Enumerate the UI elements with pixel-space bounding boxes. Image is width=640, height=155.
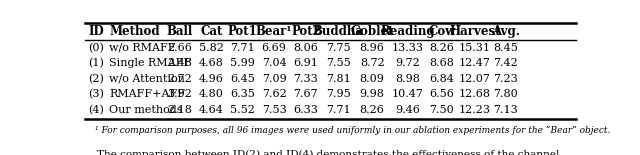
Text: (1): (1) [88,58,104,69]
Text: Reading: Reading [380,25,435,38]
Text: 6.35: 6.35 [230,89,255,99]
Text: 4.64: 4.64 [199,105,223,115]
Text: 2.66: 2.66 [168,43,193,53]
Text: 13.33: 13.33 [392,43,424,53]
Text: ¹ For comparison purposes, all 96 images were used uniformly in our ablation exp: ¹ For comparison purposes, all 96 images… [95,126,611,135]
Text: 7.55: 7.55 [326,58,351,68]
Text: 8.68: 8.68 [429,58,454,68]
Text: 3.92: 3.92 [168,89,193,99]
Text: 12.47: 12.47 [459,58,491,68]
Text: 6.45: 6.45 [230,74,255,84]
Text: (4): (4) [88,105,104,115]
Text: 2.18: 2.18 [168,105,193,115]
Text: 7.33: 7.33 [294,74,318,84]
Text: Ball: Ball [167,25,193,38]
Text: 6.33: 6.33 [294,105,318,115]
Text: 7.81: 7.81 [326,74,351,84]
Text: 8.98: 8.98 [395,74,420,84]
Text: 7.62: 7.62 [262,89,287,99]
Text: w/o RMAFF: w/o RMAFF [109,43,176,53]
Text: 7.80: 7.80 [493,89,518,99]
Text: 7.23: 7.23 [493,74,518,84]
Text: Pot1: Pot1 [228,25,257,38]
Text: ID: ID [88,25,104,38]
Text: Cat: Cat [200,25,222,38]
Text: (3): (3) [88,89,104,100]
Text: 15.31: 15.31 [459,43,491,53]
Text: 8.45: 8.45 [493,43,518,53]
Text: Bear¹: Bear¹ [256,25,292,38]
Text: Method: Method [109,25,160,38]
Text: Avg.: Avg. [492,25,520,38]
Text: 8.09: 8.09 [360,74,385,84]
Text: 2.48: 2.48 [168,58,193,68]
Text: 7.71: 7.71 [230,43,255,53]
Text: 2.72: 2.72 [168,74,192,84]
Text: 6.56: 6.56 [429,89,454,99]
Text: (2): (2) [88,74,104,84]
Text: 6.69: 6.69 [262,43,287,53]
Text: Single RMAFF: Single RMAFF [109,58,191,68]
Text: 7.13: 7.13 [493,105,518,115]
Text: Pot2: Pot2 [291,25,321,38]
Text: 7.75: 7.75 [326,43,351,53]
Text: The comparison between ID(2) and ID(4) demonstrates the effectiveness of the cha: The comparison between ID(2) and ID(4) d… [97,150,559,155]
Text: Our methods: Our methods [109,105,183,115]
Text: 7.71: 7.71 [326,105,351,115]
Text: 4.68: 4.68 [199,58,223,68]
Text: 5.52: 5.52 [230,105,255,115]
Text: 8.72: 8.72 [360,58,385,68]
Text: RMAFF+AFF: RMAFF+AFF [109,89,185,99]
Text: 6.84: 6.84 [429,74,454,84]
Text: Buddha: Buddha [313,25,364,38]
Text: Goblet: Goblet [350,25,394,38]
Text: 7.95: 7.95 [326,89,351,99]
Text: 4.96: 4.96 [199,74,223,84]
Text: 12.07: 12.07 [459,74,491,84]
Text: 4.80: 4.80 [199,89,223,99]
Text: 12.68: 12.68 [459,89,491,99]
Text: Cow: Cow [428,25,456,38]
Text: 5.99: 5.99 [230,58,255,68]
Text: 9.72: 9.72 [396,58,420,68]
Text: 8.06: 8.06 [294,43,318,53]
Text: 7.42: 7.42 [493,58,518,68]
Text: 5.82: 5.82 [199,43,223,53]
Text: 7.53: 7.53 [262,105,287,115]
Text: 12.23: 12.23 [459,105,491,115]
Text: 7.50: 7.50 [429,105,454,115]
Text: 7.04: 7.04 [262,58,287,68]
Text: 9.98: 9.98 [360,89,385,99]
Text: w/o Attention: w/o Attention [109,74,185,84]
Text: 7.09: 7.09 [262,74,287,84]
Text: 8.26: 8.26 [429,43,454,53]
Text: 6.91: 6.91 [294,58,318,68]
Text: 9.46: 9.46 [395,105,420,115]
Text: (0): (0) [88,43,104,53]
Text: 8.96: 8.96 [360,43,385,53]
Text: Harvest: Harvest [449,25,500,38]
Text: 8.26: 8.26 [360,105,385,115]
Text: 10.47: 10.47 [392,89,424,99]
Text: 7.67: 7.67 [294,89,318,99]
